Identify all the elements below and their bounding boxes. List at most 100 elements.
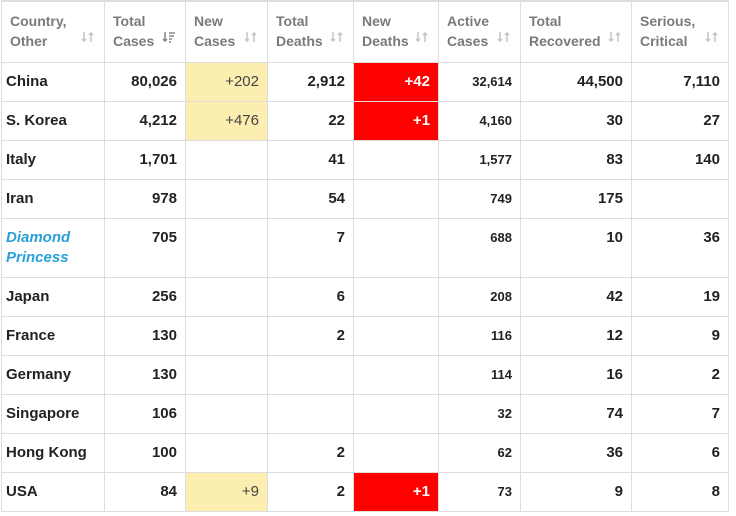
new-deaths-cell: [353, 139, 439, 180]
country-cell: USA: [1, 471, 105, 512]
new-deaths-cell: [353, 276, 439, 317]
total-recovered-cell: 30: [520, 100, 632, 141]
serious-critical-cell: 140: [631, 139, 729, 180]
sort-both-icon[interactable]: [497, 30, 511, 44]
table-row: S. Korea 4,212 +476 22 +1 4,160 30 27: [1, 100, 729, 141]
serious-critical-cell: 36: [631, 217, 729, 278]
country-cell: China: [1, 61, 105, 102]
active-cases-cell: 32,614: [438, 61, 521, 102]
total-deaths-cell: 41: [267, 139, 354, 180]
country-link-diamond-princess[interactable]: Diamond Princess: [1, 217, 105, 278]
header-row: Country, Other Total Cases New Cases Total D…: [1, 0, 729, 63]
new-cases-cell: [185, 393, 268, 434]
country-cell: France: [1, 315, 105, 356]
total-deaths-cell: 7: [267, 217, 354, 278]
header-new-deaths[interactable]: New Deaths: [353, 0, 439, 63]
total-cases-cell: 106: [104, 393, 186, 434]
country-cell: S. Korea: [1, 100, 105, 141]
sort-both-icon[interactable]: [705, 30, 719, 44]
new-deaths-cell: [353, 393, 439, 434]
header-serious-critical[interactable]: Serious, Critical: [631, 0, 729, 63]
active-cases-cell: 62: [438, 432, 521, 473]
header-total-cases[interactable]: Total Cases: [104, 0, 186, 63]
table-row: Italy 1,701 41 1,577 83 140: [1, 139, 729, 180]
country-cell: Singapore: [1, 393, 105, 434]
sort-both-icon[interactable]: [244, 30, 258, 44]
serious-critical-cell: [631, 178, 729, 219]
new-deaths-cell: [353, 354, 439, 395]
sort-both-icon[interactable]: [330, 30, 344, 44]
table-row: Japan 256 6 208 42 19: [1, 276, 729, 317]
new-cases-cell: [185, 432, 268, 473]
new-deaths-cell: [353, 432, 439, 473]
total-deaths-cell: 54: [267, 178, 354, 219]
active-cases-cell: 116: [438, 315, 521, 356]
total-cases-cell: 100: [104, 432, 186, 473]
new-deaths-cell: [353, 315, 439, 356]
active-cases-cell: 32: [438, 393, 521, 434]
country-cell: Germany: [1, 354, 105, 395]
serious-critical-cell: 8: [631, 471, 729, 512]
new-deaths-cell: +1: [353, 471, 439, 512]
total-cases-cell: 4,212: [104, 100, 186, 141]
new-cases-cell: +476: [185, 100, 268, 141]
country-cell: Hong Kong: [1, 432, 105, 473]
serious-critical-cell: 7,110: [631, 61, 729, 102]
table-row: Germany 130 114 16 2: [1, 354, 729, 395]
total-recovered-cell: 175: [520, 178, 632, 219]
header-new-cases[interactable]: New Cases: [185, 0, 268, 63]
new-cases-cell: [185, 217, 268, 278]
total-recovered-cell: 9: [520, 471, 632, 512]
country-cell: Italy: [1, 139, 105, 180]
new-cases-cell: [185, 315, 268, 356]
total-recovered-cell: 12: [520, 315, 632, 356]
new-deaths-cell: [353, 178, 439, 219]
table-row: China 80,026 +202 2,912 +42 32,614 44,50…: [1, 61, 729, 102]
table-row: Singapore 106 32 74 7: [1, 393, 729, 434]
serious-critical-cell: 7: [631, 393, 729, 434]
total-recovered-cell: 74: [520, 393, 632, 434]
header-active-cases[interactable]: Active Cases: [438, 0, 521, 63]
total-cases-cell: 705: [104, 217, 186, 278]
new-deaths-cell: [353, 217, 439, 278]
table-row: Diamond Princess 705 7 688 10 36: [1, 217, 729, 278]
active-cases-cell: 688: [438, 217, 521, 278]
total-deaths-cell: 2: [267, 315, 354, 356]
total-recovered-cell: 36: [520, 432, 632, 473]
active-cases-cell: 4,160: [438, 100, 521, 141]
total-recovered-cell: 44,500: [520, 61, 632, 102]
sort-both-icon[interactable]: [81, 30, 95, 44]
serious-critical-cell: 27: [631, 100, 729, 141]
active-cases-cell: 73: [438, 471, 521, 512]
header-total-deaths[interactable]: Total Deaths: [267, 0, 354, 63]
header-total-recovered[interactable]: Total Recovered: [520, 0, 632, 63]
country-cell: Iran: [1, 178, 105, 219]
new-cases-cell: +9: [185, 471, 268, 512]
total-deaths-cell: 2,912: [267, 61, 354, 102]
total-deaths-cell: 6: [267, 276, 354, 317]
new-cases-cell: [185, 178, 268, 219]
sort-both-icon[interactable]: [608, 30, 622, 44]
active-cases-cell: 114: [438, 354, 521, 395]
table-row: Hong Kong 100 2 62 36 6: [1, 432, 729, 473]
serious-critical-cell: 2: [631, 354, 729, 395]
active-cases-cell: 749: [438, 178, 521, 219]
active-cases-cell: 1,577: [438, 139, 521, 180]
table-row: Iran 978 54 749 175: [1, 178, 729, 219]
sort-both-icon[interactable]: [415, 30, 429, 44]
total-deaths-cell: 2: [267, 432, 354, 473]
total-cases-cell: 130: [104, 354, 186, 395]
total-cases-cell: 130: [104, 315, 186, 356]
total-cases-cell: 978: [104, 178, 186, 219]
total-deaths-cell: [267, 354, 354, 395]
new-deaths-cell: +42: [353, 61, 439, 102]
header-country[interactable]: Country, Other: [1, 0, 105, 63]
total-recovered-cell: 42: [520, 276, 632, 317]
new-cases-cell: [185, 139, 268, 180]
table-row: France 130 2 116 12 9: [1, 315, 729, 356]
total-cases-cell: 256: [104, 276, 186, 317]
country-cell: Japan: [1, 276, 105, 317]
sort-desc-active-icon[interactable]: [162, 30, 176, 44]
serious-critical-cell: 6: [631, 432, 729, 473]
